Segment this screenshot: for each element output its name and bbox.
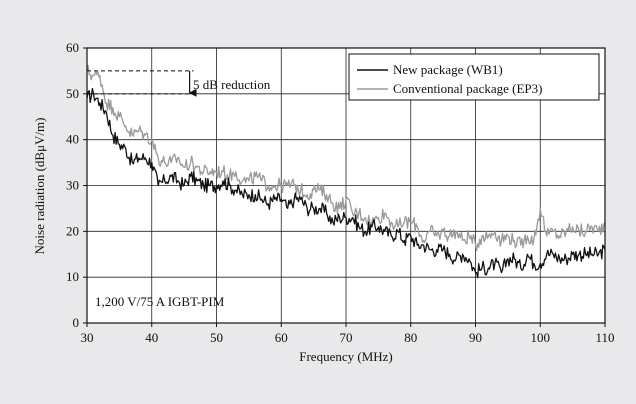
y-axis-label: Noise radiation (dBμV/m) — [32, 118, 47, 255]
y-tick-label: 0 — [73, 315, 80, 330]
y-tick-label: 30 — [66, 178, 79, 193]
x-tick-label: 90 — [469, 330, 482, 345]
x-tick-label: 30 — [81, 330, 94, 345]
legend-label-conventional-package: Conventional package (EP3) — [393, 81, 542, 96]
annotations — [87, 70, 197, 97]
y-tick-label: 40 — [66, 132, 79, 147]
legend-label-new-package: New package (WB1) — [393, 62, 503, 77]
x-tick-label: 60 — [275, 330, 288, 345]
x-tick-label: 80 — [404, 330, 417, 345]
y-axis-ticks: 0 10 20 30 40 50 60 — [66, 40, 87, 330]
x-axis-label: Frequency (MHz) — [299, 349, 393, 364]
x-tick-label: 100 — [531, 330, 551, 345]
series-lines — [87, 64, 605, 279]
y-tick-label: 60 — [66, 40, 79, 55]
series-line-conventional-package — [87, 64, 605, 252]
legend: New package (WB1) Conventional package (… — [348, 53, 600, 101]
series-line-new-package — [87, 87, 605, 279]
y-tick-label: 20 — [66, 223, 79, 238]
device-annotation: 1,200 V/75 A IGBT-PIM — [95, 294, 225, 309]
y-tick-label: 50 — [66, 86, 79, 101]
reduction-annotation: 5 dB reduction — [193, 77, 271, 92]
x-axis-ticks: 30 40 50 60 70 80 90 100 110 — [81, 323, 615, 345]
x-tick-label: 40 — [145, 330, 158, 345]
x-tick-label: 110 — [595, 330, 614, 345]
x-tick-label: 70 — [340, 330, 353, 345]
x-tick-label: 50 — [210, 330, 223, 345]
y-tick-label: 10 — [66, 269, 79, 284]
legend-box — [348, 53, 600, 101]
